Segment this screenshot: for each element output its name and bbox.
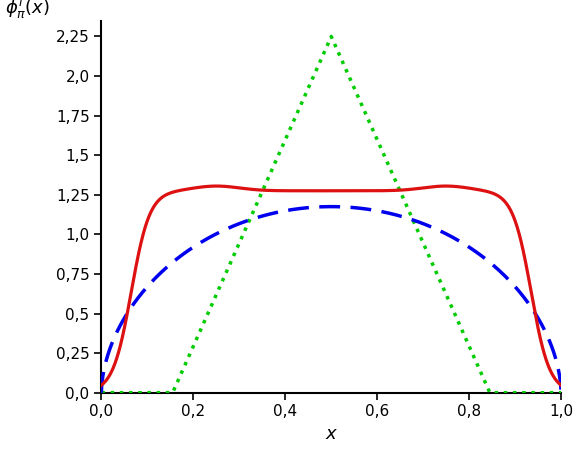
Y-axis label: $\phi^{i}_{\pi}(x)$: $\phi^{i}_{\pi}(x)$: [5, 0, 50, 21]
X-axis label: x: x: [326, 425, 336, 443]
